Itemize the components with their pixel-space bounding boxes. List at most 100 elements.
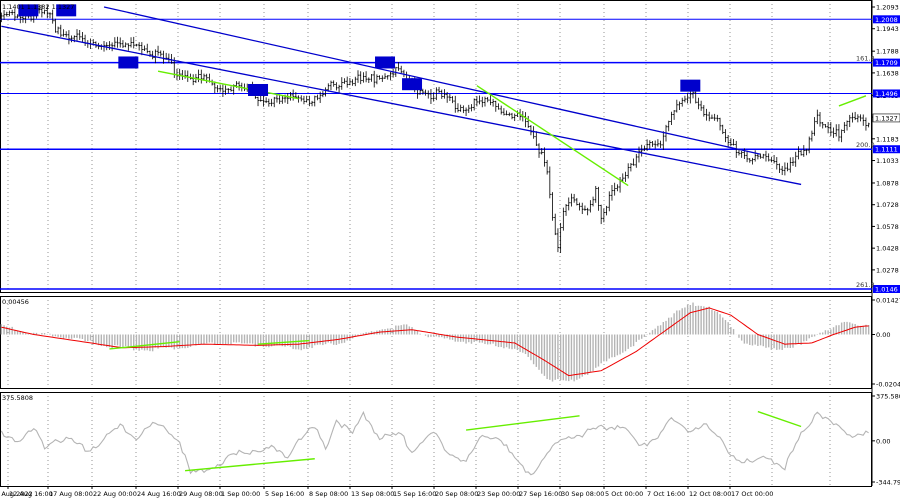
price-bar (424, 89, 427, 96)
price-bar (205, 73, 208, 84)
time-tick-label: 24 Aug 16:00 (137, 490, 181, 498)
price-bar (359, 71, 362, 85)
fib-level-label: 261.8 (856, 281, 875, 289)
price-bar (2, 10, 6, 20)
price-bar (345, 76, 349, 88)
price-bar (805, 148, 808, 156)
price-bar (537, 143, 541, 158)
price-bar (273, 96, 276, 108)
price-bar (448, 94, 452, 101)
price-bar (462, 105, 465, 114)
price-bar (851, 112, 854, 123)
time-tick-label: 17 Aug 08:00 (49, 490, 93, 498)
price-bar (305, 95, 308, 103)
price-bar (262, 95, 265, 107)
price-bar (767, 153, 770, 162)
price-bar (778, 163, 781, 174)
price-bar (127, 43, 130, 51)
level-price-label: 1.0146 (875, 286, 898, 294)
price-bar (859, 114, 862, 122)
price-bar (46, 5, 49, 19)
price-bar (291, 89, 295, 101)
price-bar (294, 92, 298, 99)
price-bar (456, 103, 460, 113)
price-header: 1.1401 1.1382 1.1327 (2, 3, 74, 11)
time-tick-label: 5 Oct 00:00 (605, 490, 643, 498)
price-bar (759, 153, 762, 159)
price-bar (794, 151, 797, 167)
price-bar (356, 70, 360, 83)
price-bar (318, 91, 322, 103)
price-bar (605, 205, 608, 216)
price-bar (381, 75, 384, 82)
price-bar (862, 114, 865, 126)
price-bar (505, 110, 508, 116)
price-bar (594, 185, 597, 203)
price-bar (310, 100, 314, 107)
price-bar (313, 95, 316, 107)
price-bar (543, 147, 546, 167)
price-bar (745, 150, 749, 163)
price-bar (826, 122, 830, 134)
price-bar (10, 9, 14, 16)
price-bar (21, 15, 25, 23)
oscillator-tick-label: 0.00 (876, 437, 890, 445)
price-bar (524, 112, 527, 128)
price-bar (191, 74, 195, 86)
price-bar (616, 184, 619, 192)
oscillator-header: 375.5808 (2, 394, 33, 402)
price-bar (343, 78, 346, 84)
oscillator-tick-label: -344.798 (876, 479, 900, 487)
price-bar (610, 184, 614, 201)
price-bar (119, 37, 122, 48)
price-bar (508, 112, 511, 117)
price-bar (762, 153, 765, 159)
price-bar (832, 127, 835, 138)
price-bar (229, 86, 233, 92)
price-bar (802, 145, 806, 157)
price-bar (708, 111, 711, 122)
price-bar (321, 90, 325, 98)
price-bar (54, 18, 57, 33)
price-bar (324, 87, 327, 97)
price-bar (270, 98, 273, 107)
price-bar (821, 121, 824, 129)
price-bar (289, 92, 292, 101)
price-bar (780, 165, 784, 176)
current-price-tag (872, 113, 900, 123)
price-bar (691, 90, 695, 99)
price-bar (351, 79, 354, 86)
macd-header: 0.00456 (2, 298, 29, 306)
price-bar (451, 96, 454, 104)
level-price-label: 1.2008 (875, 16, 898, 24)
level-price-tag (873, 58, 900, 67)
price-bar (835, 124, 838, 137)
price-bar (535, 131, 538, 146)
price-bar (656, 139, 660, 147)
time-tick-label: 7 Oct 16:00 (647, 490, 685, 498)
price-bar (491, 98, 495, 107)
price-bar (135, 43, 138, 47)
price-bar (721, 124, 724, 135)
price-bar (83, 34, 87, 46)
price-bar (100, 44, 103, 50)
price-bar (178, 68, 181, 80)
price-bar (502, 108, 506, 116)
price-bar (718, 117, 722, 131)
divergence-line (109, 341, 180, 350)
price-bars (0, 4, 870, 253)
price-bar (213, 81, 216, 94)
price-bar (391, 68, 395, 78)
price-bar (386, 75, 389, 80)
price-bar (786, 162, 789, 172)
price-bar (510, 112, 514, 120)
price-bar (362, 72, 365, 83)
price-bar (464, 107, 468, 117)
price-bar (354, 76, 357, 87)
divergence-line (185, 458, 315, 472)
price-bar (702, 105, 706, 117)
trend-channel-line (103, 6, 559, 110)
price-bar (129, 37, 133, 48)
price-bar (683, 95, 687, 103)
price-bar (383, 73, 387, 80)
